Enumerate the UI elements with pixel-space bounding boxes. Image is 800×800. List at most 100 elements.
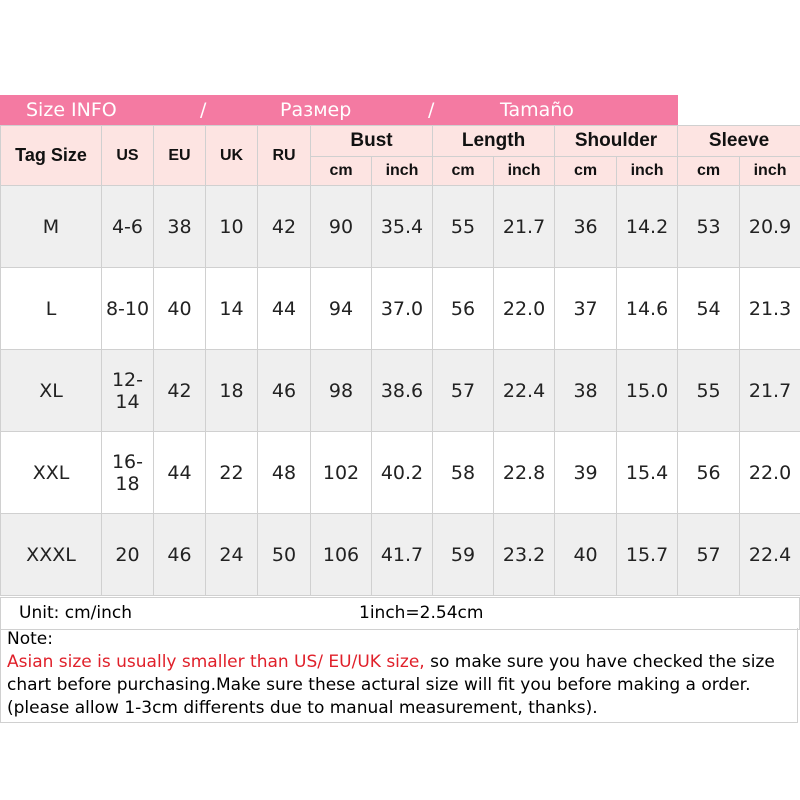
- header-shoulder: Shoulder: [554, 125, 679, 157]
- table-row: XL 12-14 42 18 46 98 38.6 57 22.4 38 15.0 55 21.7: [0, 349, 800, 432]
- table-cell: 14: [205, 267, 258, 350]
- table-cell: 14.2: [616, 185, 679, 268]
- table-cell: 21.7: [739, 349, 800, 432]
- table-cell: 23.2: [493, 513, 556, 596]
- table-cell: 12-14: [101, 349, 154, 432]
- note-warning: Asian size is usually smaller than US/ E…: [7, 652, 425, 672]
- header-inch: inch: [493, 156, 556, 186]
- table-cell: 44: [257, 267, 311, 350]
- table-cell: 24: [205, 513, 258, 596]
- table-cell: 56: [677, 431, 741, 514]
- table-cell: 20: [101, 513, 154, 596]
- table-cell: 38: [554, 349, 618, 432]
- table-cell: XXXL: [0, 513, 102, 596]
- table-cell: 41.7: [370, 513, 434, 596]
- table-cell: 58: [432, 431, 495, 514]
- header-tag-size: Tag Size: [0, 125, 102, 186]
- header-bust: Bust: [309, 125, 434, 157]
- table-cell: 40: [153, 267, 206, 350]
- header-inch: inch: [370, 156, 434, 186]
- table-cell: 59: [432, 513, 495, 596]
- table-cell: 22.4: [739, 513, 800, 596]
- table-cell: 98: [310, 349, 372, 432]
- table-cell: 22.4: [493, 349, 556, 432]
- note-title: Note:: [7, 629, 53, 649]
- table-cell: 55: [677, 349, 741, 432]
- table-cell: 39: [554, 431, 618, 514]
- title-en: Size INFO: [26, 99, 117, 121]
- table-cell: 48: [257, 431, 311, 514]
- table-cell: 55: [432, 185, 495, 268]
- table-cell: XL: [0, 349, 102, 432]
- header-eu: EU: [153, 125, 206, 186]
- table-cell: 37: [554, 267, 618, 350]
- table-cell: 54: [677, 267, 741, 350]
- table-row: XXL 16-18 44 22 48 102 40.2 58 22.8 39 15.4 56 22.0: [0, 431, 800, 514]
- header-cm: cm: [677, 156, 741, 186]
- table-cell: 15.7: [616, 513, 679, 596]
- table-cell: 38.6: [370, 349, 434, 432]
- title-es: Tamaño: [500, 99, 574, 121]
- header-uk: UK: [205, 125, 258, 186]
- table-cell: 46: [257, 349, 311, 432]
- unit-label: Unit: cm/inch: [19, 603, 132, 623]
- table-cell: 4-6: [101, 185, 154, 268]
- table-cell: 46: [153, 513, 206, 596]
- table-cell: 57: [677, 513, 741, 596]
- table-cell: 37.0: [370, 267, 434, 350]
- table-cell: 15.4: [616, 431, 679, 514]
- note-text: so make sure you have checked the size c…: [7, 652, 775, 718]
- table-cell: 18: [205, 349, 258, 432]
- table-cell: 15.0: [616, 349, 679, 432]
- table-row: XXXL 20 46 24 50 106 41.7 59 23.2 40 15.7 57 22.4: [0, 513, 800, 596]
- table-cell: 14.6: [616, 267, 679, 350]
- table-cell: 106: [310, 513, 372, 596]
- table-cell: 16-18: [101, 431, 154, 514]
- table-cell: 22.0: [739, 431, 800, 514]
- title-banner: Size INFO / Размер / Tamaño: [0, 95, 678, 125]
- table-cell: 22.0: [493, 267, 556, 350]
- unit-conversion: 1inch=2.54cm: [359, 603, 484, 623]
- header-inch: inch: [739, 156, 800, 186]
- table-cell: 38: [153, 185, 206, 268]
- table-cell: 94: [310, 267, 372, 350]
- table-cell: 42: [257, 185, 311, 268]
- table-cell: 102: [310, 431, 372, 514]
- table-cell: 40: [554, 513, 618, 596]
- header-length: Length: [432, 125, 556, 157]
- table-cell: 8-10: [101, 267, 154, 350]
- table-cell: 44: [153, 431, 206, 514]
- title-sep-1: /: [200, 99, 207, 121]
- note-box: Note: Asian size is usually smaller than…: [0, 628, 798, 723]
- table-cell: 35.4: [370, 185, 434, 268]
- table-cell: 20.9: [739, 185, 800, 268]
- table-cell: XXL: [0, 431, 102, 514]
- header-cm: cm: [432, 156, 495, 186]
- title-sep-2: /: [428, 99, 435, 121]
- size-table: Tag Size US EU UK RU Bust Length Shoulde…: [0, 125, 800, 596]
- header-inch: inch: [616, 156, 679, 186]
- table-cell: 22: [205, 431, 258, 514]
- table-cell: 50: [257, 513, 311, 596]
- table-cell: M: [0, 185, 102, 268]
- table-cell: 21.3: [739, 267, 800, 350]
- table-cell: 21.7: [493, 185, 556, 268]
- table-cell: 53: [677, 185, 741, 268]
- table-row: L 8-10 40 14 44 94 37.0 56 22.0 37 14.6 54 21.3: [0, 267, 800, 350]
- table-cell: 22.8: [493, 431, 556, 514]
- table-cell: L: [0, 267, 102, 350]
- table-cell: 36: [554, 185, 618, 268]
- table-cell: 40.2: [370, 431, 434, 514]
- table-cell: 90: [310, 185, 372, 268]
- header-cm: cm: [554, 156, 618, 186]
- table-cell: 57: [432, 349, 495, 432]
- table-cell: 56: [432, 267, 495, 350]
- header-us: US: [101, 125, 154, 186]
- table-cell: 42: [153, 349, 206, 432]
- title-ru: Размер: [280, 99, 352, 121]
- unit-row: Unit: cm/inch 1inch=2.54cm: [0, 597, 800, 630]
- header-cm: cm: [310, 156, 372, 186]
- header-ru: RU: [257, 125, 311, 186]
- header-sleeve: Sleeve: [677, 125, 800, 157]
- table-cell: 10: [205, 185, 258, 268]
